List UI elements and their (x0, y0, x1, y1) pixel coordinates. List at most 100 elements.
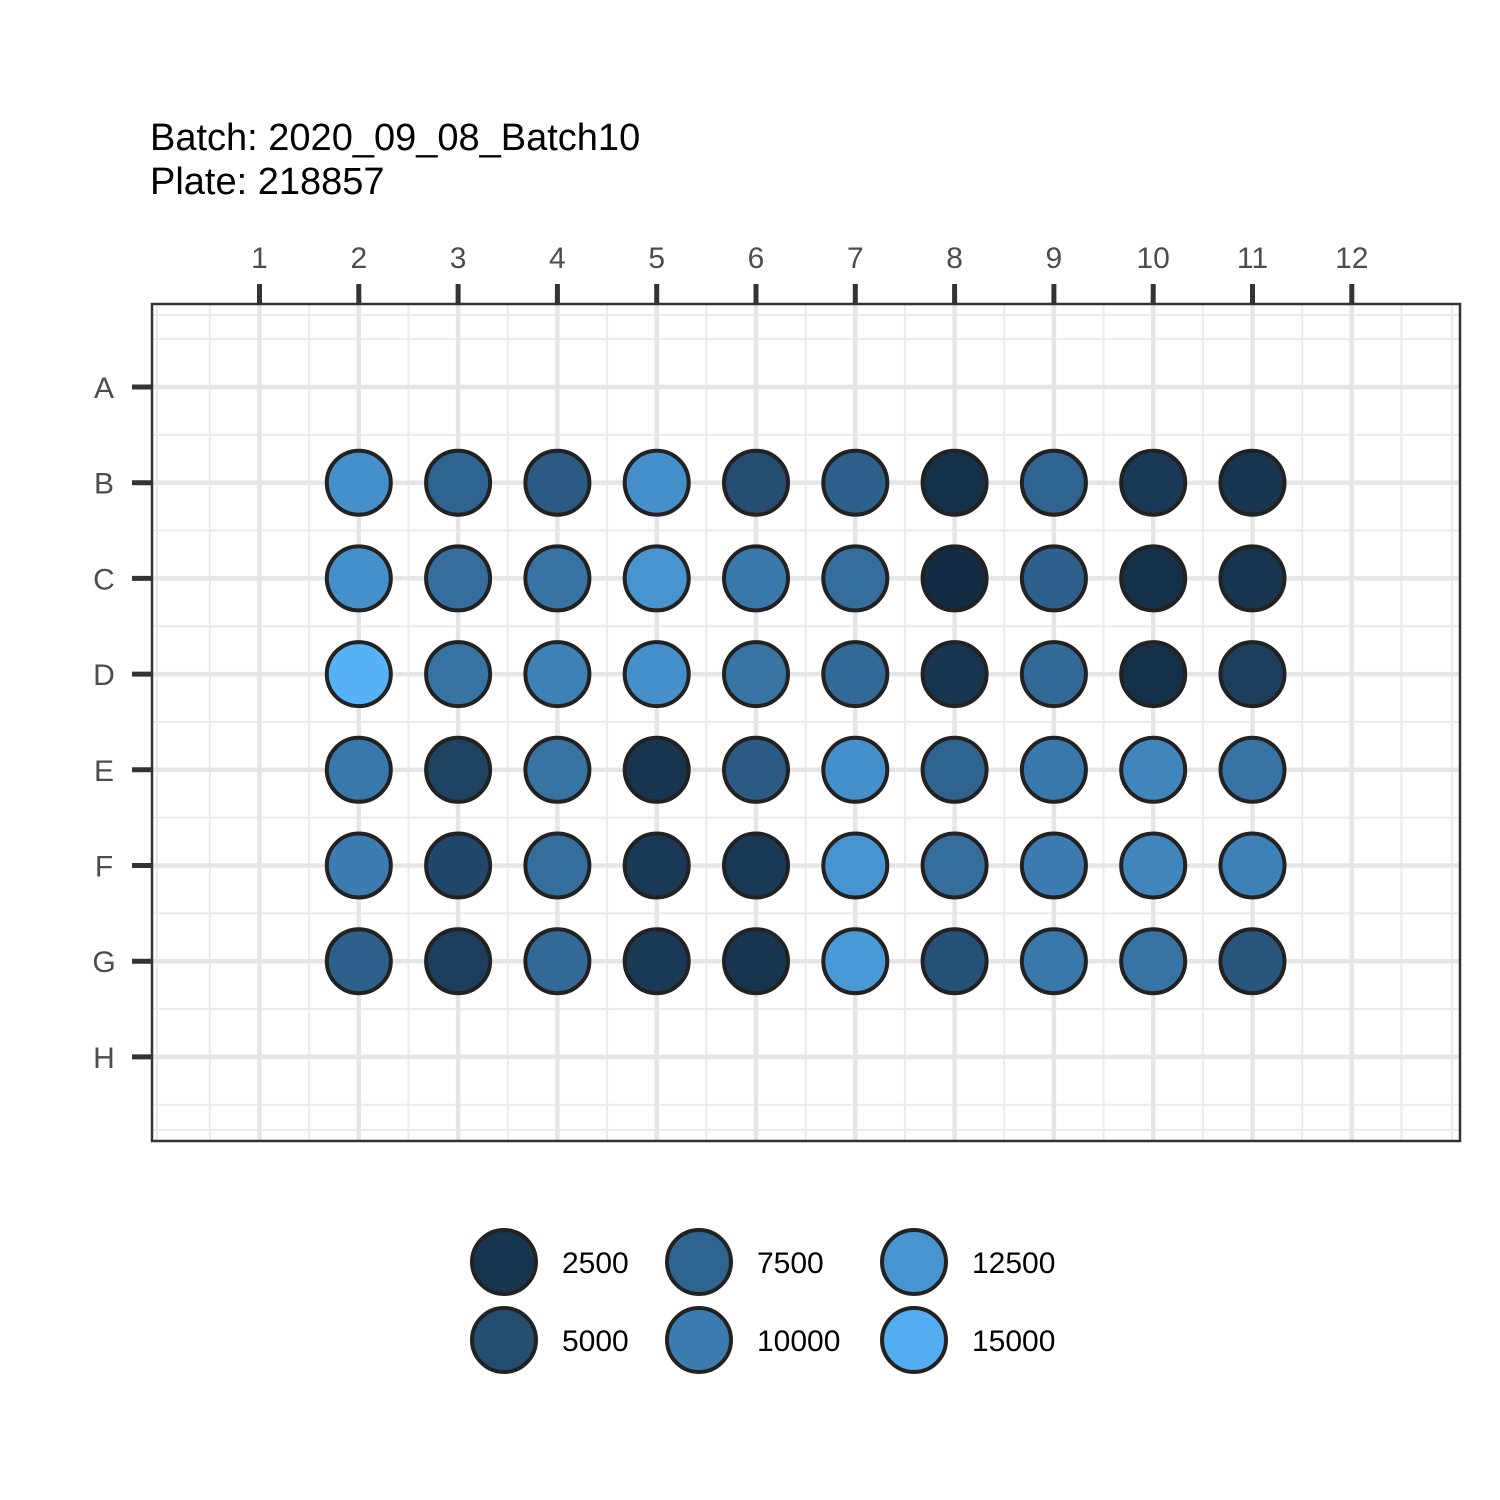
well-point (1218, 544, 1287, 613)
y-tick-label: E (94, 755, 114, 788)
legend-label: 12500 (972, 1247, 1055, 1280)
well-point (424, 927, 493, 996)
well-point (1218, 831, 1287, 900)
x-tick-label: 3 (450, 242, 467, 275)
well-point (920, 640, 989, 709)
well-point (722, 927, 790, 996)
legend-key (665, 1306, 733, 1374)
legend-key (880, 1306, 948, 1374)
well-point (523, 640, 592, 709)
x-tick-label: 10 (1137, 242, 1170, 275)
x-tick-label: 7 (847, 242, 864, 275)
well-point (523, 544, 592, 613)
x-tick-label: 6 (748, 242, 765, 275)
well-point (722, 544, 790, 613)
x-tick-label: 4 (549, 242, 566, 275)
well-point (821, 640, 890, 709)
well-point (1019, 927, 1088, 996)
well-point (1019, 448, 1088, 517)
y-tick-label: G (92, 946, 115, 979)
well-point (920, 544, 989, 613)
well-point (920, 735, 989, 804)
well-point (622, 927, 691, 996)
well-point (722, 831, 790, 900)
well-point (1218, 448, 1287, 517)
well-point (1218, 735, 1287, 804)
well-point (523, 831, 592, 900)
y-tick-label: D (93, 659, 115, 692)
legend-label: 15000 (972, 1325, 1055, 1358)
minor-grid (152, 304, 1460, 1141)
well-point (324, 831, 393, 900)
chart-subtitle: Plate: 218857 (150, 161, 385, 203)
legend-key (470, 1306, 538, 1374)
well-point (722, 735, 790, 804)
well-point (622, 831, 691, 900)
y-tick-label: B (94, 468, 114, 501)
well-point (920, 831, 989, 900)
well-point (424, 831, 493, 900)
y-tick-label: A (94, 372, 114, 405)
well-point (722, 448, 790, 517)
well-point (324, 640, 393, 709)
well-point (821, 544, 890, 613)
well-point (1019, 831, 1088, 900)
well-point (1119, 735, 1188, 804)
well-point (424, 640, 493, 709)
well-point (324, 544, 393, 613)
well-point (523, 735, 592, 804)
well-point (523, 927, 592, 996)
well-point (821, 927, 890, 996)
x-tick-label: 2 (350, 242, 367, 275)
well-point (1019, 544, 1088, 613)
x-tick-label: 12 (1335, 242, 1368, 275)
y-tick-label: H (93, 1042, 115, 1075)
legend-key (665, 1228, 733, 1296)
well-point (1019, 640, 1088, 709)
well-point (1218, 640, 1287, 709)
well-point (1119, 831, 1188, 900)
x-tick-label: 8 (946, 242, 963, 275)
well-point (1019, 735, 1088, 804)
legend-key (470, 1228, 538, 1296)
wells (324, 448, 1287, 996)
well-point (324, 448, 393, 517)
well-point (622, 544, 691, 613)
plot-border (150, 302, 1462, 1143)
well-point (622, 735, 691, 804)
legend-label: 2500 (562, 1247, 629, 1280)
legend-label: 7500 (757, 1247, 824, 1280)
well-point (324, 735, 393, 804)
x-tick-label: 9 (1046, 242, 1063, 275)
well-point (1119, 544, 1188, 613)
legend: 2500 5000 7500 10000 12500 15000 (470, 1228, 1055, 1374)
chart-title-block: Batch: 2020_09_08_Batch10 Plate: 218857 (150, 116, 640, 204)
legend-label: 10000 (757, 1325, 840, 1358)
well-point (424, 544, 493, 613)
x-tick-label: 11 (1237, 242, 1268, 275)
well-point (324, 927, 393, 996)
well-point (622, 640, 691, 709)
legend-key (880, 1228, 948, 1296)
x-tick-label: 1 (251, 242, 268, 275)
well-point (424, 448, 493, 517)
well-point (1119, 927, 1188, 996)
well-point (523, 448, 592, 517)
y-tick-label: F (95, 851, 113, 884)
well-point (622, 448, 691, 517)
well-point (920, 448, 989, 517)
y-tick-label: C (93, 563, 115, 596)
well-point (1218, 927, 1287, 996)
well-point (722, 640, 790, 709)
well-point (920, 927, 989, 996)
well-point (821, 831, 890, 900)
well-point (424, 735, 493, 804)
well-point (821, 735, 890, 804)
chart-title: Batch: 2020_09_08_Batch10 (150, 117, 641, 159)
x-tick-label: 5 (648, 242, 665, 275)
legend-label: 5000 (562, 1325, 629, 1358)
well-point (821, 448, 890, 517)
well-point (1119, 448, 1188, 517)
well-point (1119, 640, 1188, 709)
